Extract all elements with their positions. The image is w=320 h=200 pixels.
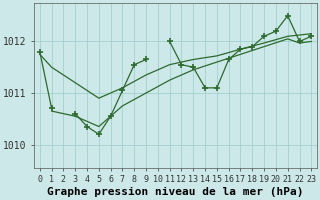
X-axis label: Graphe pression niveau de la mer (hPa): Graphe pression niveau de la mer (hPa) — [47, 187, 304, 197]
